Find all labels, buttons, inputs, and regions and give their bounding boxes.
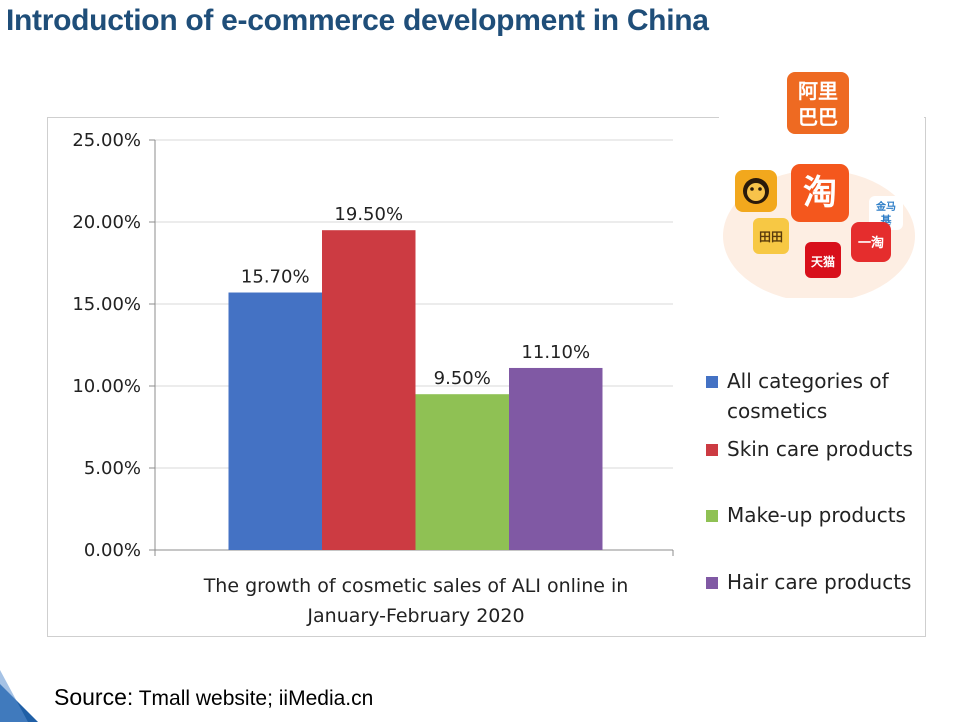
corner-triangle-decoration: [0, 670, 38, 722]
bar-make-up-products: [415, 394, 509, 550]
y-tick-label: 10.00%: [72, 376, 141, 397]
bar-hair-care-products: [509, 367, 603, 550]
svg-text:一淘: 一淘: [858, 235, 884, 251]
tiantian-logo-icon: 田田: [753, 218, 789, 254]
source-text: Tmall website; iiMedia.cn: [133, 687, 374, 710]
y-tick-label: 15.00%: [72, 294, 141, 315]
slide-title: Introduction of e-commerce development i…: [6, 4, 709, 37]
y-tick-label: 20.00%: [72, 212, 141, 233]
legend-swatch: [706, 376, 718, 388]
svg-text:阿里: 阿里: [798, 79, 838, 103]
svg-text:淘: 淘: [803, 173, 837, 213]
x-category-label-line: The growth of cosmetic sales of ALI onli…: [203, 575, 629, 597]
source-citation: Source: Tmall website; iiMedia.cn: [54, 684, 373, 711]
y-tick-label: 25.00%: [72, 130, 141, 151]
legend-label: Make-up products: [727, 503, 906, 527]
legend: All categories of cosmetics Skin care prod…: [706, 369, 913, 594]
legend-label: cosmetics: [727, 399, 827, 423]
x-category-label-line: January-February 2020: [306, 605, 524, 627]
lion-mascot-icon: [735, 170, 777, 212]
data-label: 11.10%: [521, 342, 590, 363]
data-labels: 15.70% 19.50% 9.50% 11.10%: [241, 204, 590, 389]
bar-skin-care-products: [322, 230, 416, 550]
ecommerce-logo-cluster: 阿里 巴巴 淘 金马 基 田田 一淘: [719, 68, 924, 302]
legend-swatch: [706, 510, 718, 522]
data-label: 9.50%: [434, 368, 491, 389]
y-tick-label: 0.00%: [84, 540, 141, 561]
legend-swatch: [706, 444, 718, 456]
juhuasuan-logo-icon: 金马 基: [869, 196, 903, 230]
legend-swatch: [706, 577, 718, 589]
x-category-label: The growth of cosmetic sales of ALI onli…: [203, 575, 629, 627]
bars: [228, 230, 603, 550]
legend-label: All categories of: [727, 369, 890, 393]
bar-all-categories-of-cosmetics: [228, 292, 322, 550]
yitao-logo-icon: 一淘: [851, 222, 891, 262]
legend-label: Hair care products: [727, 570, 911, 594]
tmall-logo-icon: 天猫: [805, 242, 841, 278]
data-label: 19.50%: [334, 204, 403, 225]
svg-text:天猫: 天猫: [811, 254, 835, 269]
source-label: Source:: [54, 684, 134, 710]
svg-text:田田: 田田: [759, 230, 783, 244]
y-tick-label: 5.00%: [84, 458, 141, 479]
y-axis-ticks: 0.00% 5.00% 10.00% 15.00% 20.00% 25.00%: [72, 130, 141, 561]
bar-chart: 0.00% 5.00% 10.00% 15.00% 20.00% 25.00% 15.70…: [72, 130, 913, 627]
taobao-logo-icon: 淘: [791, 164, 849, 222]
data-label: 15.70%: [241, 267, 310, 288]
legend-label: Skin care products: [727, 437, 913, 461]
svg-text:金马: 金马: [875, 200, 896, 213]
alibaba-logo-icon: 阿里 巴巴: [787, 72, 849, 134]
svg-text:巴巴: 巴巴: [798, 105, 838, 129]
